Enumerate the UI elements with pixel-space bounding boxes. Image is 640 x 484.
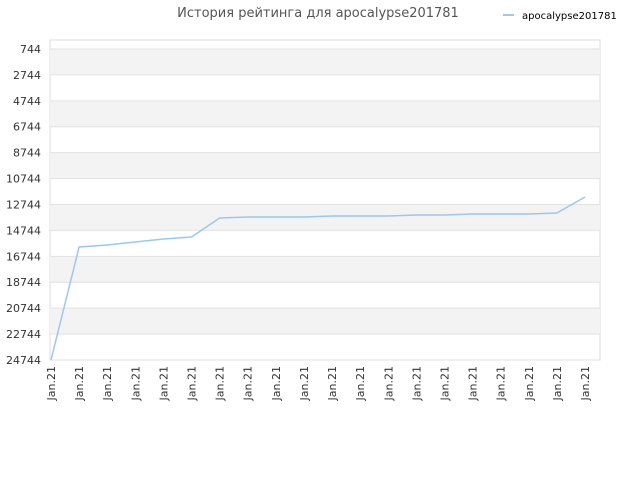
grid-band xyxy=(50,204,600,231)
x-tick-label: Jan.21 xyxy=(438,366,451,401)
x-tick-label: Jan.21 xyxy=(298,366,311,401)
x-tick-label: Jan.21 xyxy=(354,366,367,401)
y-tick-label: 8744 xyxy=(13,147,41,160)
x-tick-label: Jan.21 xyxy=(523,366,536,401)
x-tick-label: Jan.21 xyxy=(270,366,283,401)
x-tick-label: Jan.21 xyxy=(551,366,564,401)
y-tick-label: 10744 xyxy=(6,173,41,186)
x-tick-label: Jan.21 xyxy=(410,366,423,401)
y-tick-label: 6744 xyxy=(13,121,41,134)
x-tick-label: Jan.21 xyxy=(129,366,142,401)
y-tick-label: 2744 xyxy=(13,69,41,82)
line xyxy=(50,196,586,361)
x-tick-label: Jan.21 xyxy=(186,366,199,401)
grid-band xyxy=(50,152,600,179)
y-tick-label: 4744 xyxy=(13,95,41,108)
plot-area xyxy=(49,39,601,361)
x-tick-label: Jan.21 xyxy=(214,366,227,401)
x-tick-label: Jan.21 xyxy=(382,366,395,401)
y-tick-label: 16744 xyxy=(6,250,41,263)
grid-band xyxy=(50,308,600,335)
y-tick-label: 12744 xyxy=(6,198,41,211)
grid-band xyxy=(50,48,600,75)
x-tick-label: Jan.21 xyxy=(467,366,480,401)
grid-band xyxy=(50,100,600,127)
x-tick-label: Jan.21 xyxy=(45,366,58,401)
y-tick-label: 14744 xyxy=(6,224,41,237)
y-tick-label: 24744 xyxy=(6,354,41,367)
chart-title: История рейтинга для apocalypse201781 xyxy=(177,6,459,21)
x-tick-label: Jan.21 xyxy=(157,366,170,401)
x-tick-label: Jan.21 xyxy=(495,366,508,401)
y-tick-label: 18744 xyxy=(6,276,41,289)
x-tick-label: Jan.21 xyxy=(73,366,86,401)
y-tick-label: 744 xyxy=(20,43,41,56)
legend-label: apocalypse201781 xyxy=(522,11,617,22)
x-tick-label: Jan.21 xyxy=(242,366,255,401)
y-tick-label: 20744 xyxy=(6,302,41,315)
x-tick-label: Jan.21 xyxy=(579,366,592,401)
grid-band xyxy=(50,256,600,283)
x-tick-label: Jan.21 xyxy=(101,366,114,401)
x-tick-label: Jan.21 xyxy=(326,366,339,401)
y-tick-label: 22744 xyxy=(6,328,41,341)
